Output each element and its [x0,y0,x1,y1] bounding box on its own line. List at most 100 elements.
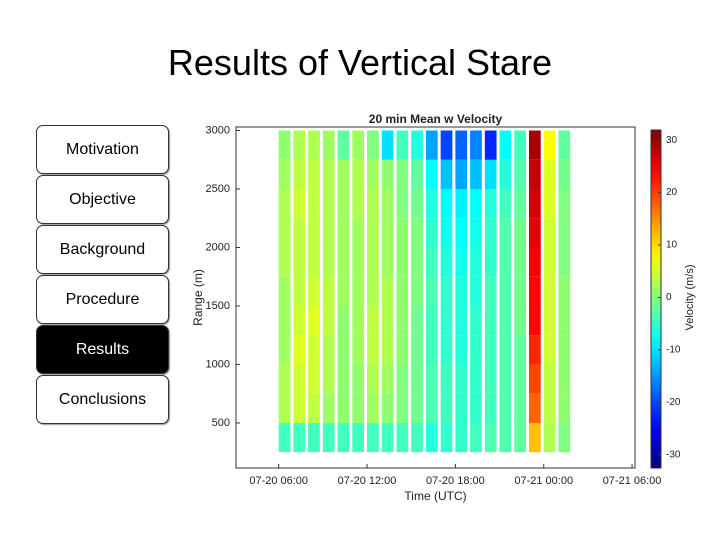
heatmap-cell [440,130,453,160]
heatmap-cell [278,335,291,365]
heatmap-cell [558,218,571,248]
heatmap-cell [543,189,556,219]
nav-item[interactable]: Procedure [36,275,169,324]
heatmap-cell [528,393,541,423]
heatmap-cell [322,364,335,394]
heatmap-cell [322,335,335,365]
heatmap-cell [308,189,320,219]
heatmap-cell [455,159,468,189]
heatmap-cell [470,393,482,423]
heatmap-cell [440,335,453,365]
heatmap-cell [337,189,350,219]
heatmap-cell [411,130,423,160]
heatmap-cell [514,305,526,336]
heatmap-cell [278,189,291,219]
heatmap-cell [528,159,541,189]
y-tick-label: 500 [212,417,230,429]
heatmap-cell [308,305,320,336]
x-tick-label: 07-20 12:00 [338,475,397,487]
heatmap-cell [293,393,306,423]
heatmap-cell [514,335,526,365]
heatmap-cell [484,159,497,189]
heatmap-cell [528,189,541,219]
heatmap-cell [470,130,482,160]
heatmap-cell [367,335,379,365]
y-axis-label: Range (m) [191,269,205,326]
heatmap-cell [528,305,541,336]
heatmap-cell [293,422,306,453]
nav-item[interactable]: Objective [36,175,169,224]
heatmap-cell [440,422,453,453]
heatmap-cell [367,247,379,277]
heatmap-cell [293,189,306,219]
heatmap-cell [425,305,438,336]
colorbar-label: Velocity (m/s) [684,264,696,330]
heatmap-cell [337,393,350,423]
heatmap-cell [558,189,571,219]
heatmap-cell [337,276,350,306]
colorbar-tick-label: 30 [666,135,678,146]
x-tick-label: 07-21 00:00 [514,475,573,487]
heatmap-cell [543,159,556,189]
heatmap-cell [293,276,306,306]
heatmap-cell [381,364,394,394]
heatmap-cell [455,305,468,336]
heatmap-cell [528,422,541,453]
heatmap-cell [543,276,556,306]
heatmap-cell [278,130,291,160]
nav-item[interactable]: Background [36,225,169,274]
heatmap-cell [381,305,394,336]
heatmap-cell [558,364,571,394]
nav-item[interactable]: Conclusions [36,375,169,424]
heatmap-cell [470,189,482,219]
heatmap-cell [322,130,335,160]
colorbar-tick-label: 20 [666,187,678,198]
heatmap-cell [440,218,453,248]
heatmap-cell [484,189,497,219]
heatmap-cell [514,364,526,394]
heatmap-cell [367,393,379,423]
colorbar-tick-label: -20 [666,397,681,408]
chart-title: 20 min Mean w Velocity [369,112,503,126]
heatmap-cell [425,422,438,453]
heatmap-cell [558,130,571,160]
heatmap-cell [381,189,394,219]
heatmap-cell [396,218,409,248]
heatmap-cell [396,393,409,423]
heatmap-cell [322,305,335,336]
heatmap-cell [396,130,409,160]
heatmap-cell [484,335,497,365]
heatmap-cell [499,189,512,219]
heatmap-cell [396,247,409,277]
heatmap-cell [528,247,541,277]
heatmap-cell [558,247,571,277]
heatmap-cell [528,130,541,160]
heatmap-cell [352,305,365,336]
heatmap-cell [484,305,497,336]
heatmap-cell [308,130,320,160]
heatmap-cell [558,422,571,453]
heatmap-cell [308,364,320,394]
heatmap-cell [352,364,365,394]
heatmap-cell [278,218,291,248]
heatmap-cell [322,247,335,277]
heatmap-cell [337,335,350,365]
heatmap-cell [337,218,350,248]
nav-item[interactable]: Results [36,325,169,374]
heatmap-cell [425,393,438,423]
heatmap-cell [514,393,526,423]
heatmap-cell [352,218,365,248]
heatmap-cell [425,189,438,219]
heatmap-cell [352,393,365,423]
heatmap-cell [543,218,556,248]
heatmap-cell [470,305,482,336]
nav-item[interactable]: Motivation [36,125,169,174]
heatmap-cell [278,393,291,423]
heatmap-cell [337,130,350,160]
heatmap-cell [514,276,526,306]
colorbar-tick-label: 0 [666,292,672,303]
heatmap-cell [499,305,512,336]
heatmap-cell [514,130,526,160]
heatmap-cell [455,247,468,277]
